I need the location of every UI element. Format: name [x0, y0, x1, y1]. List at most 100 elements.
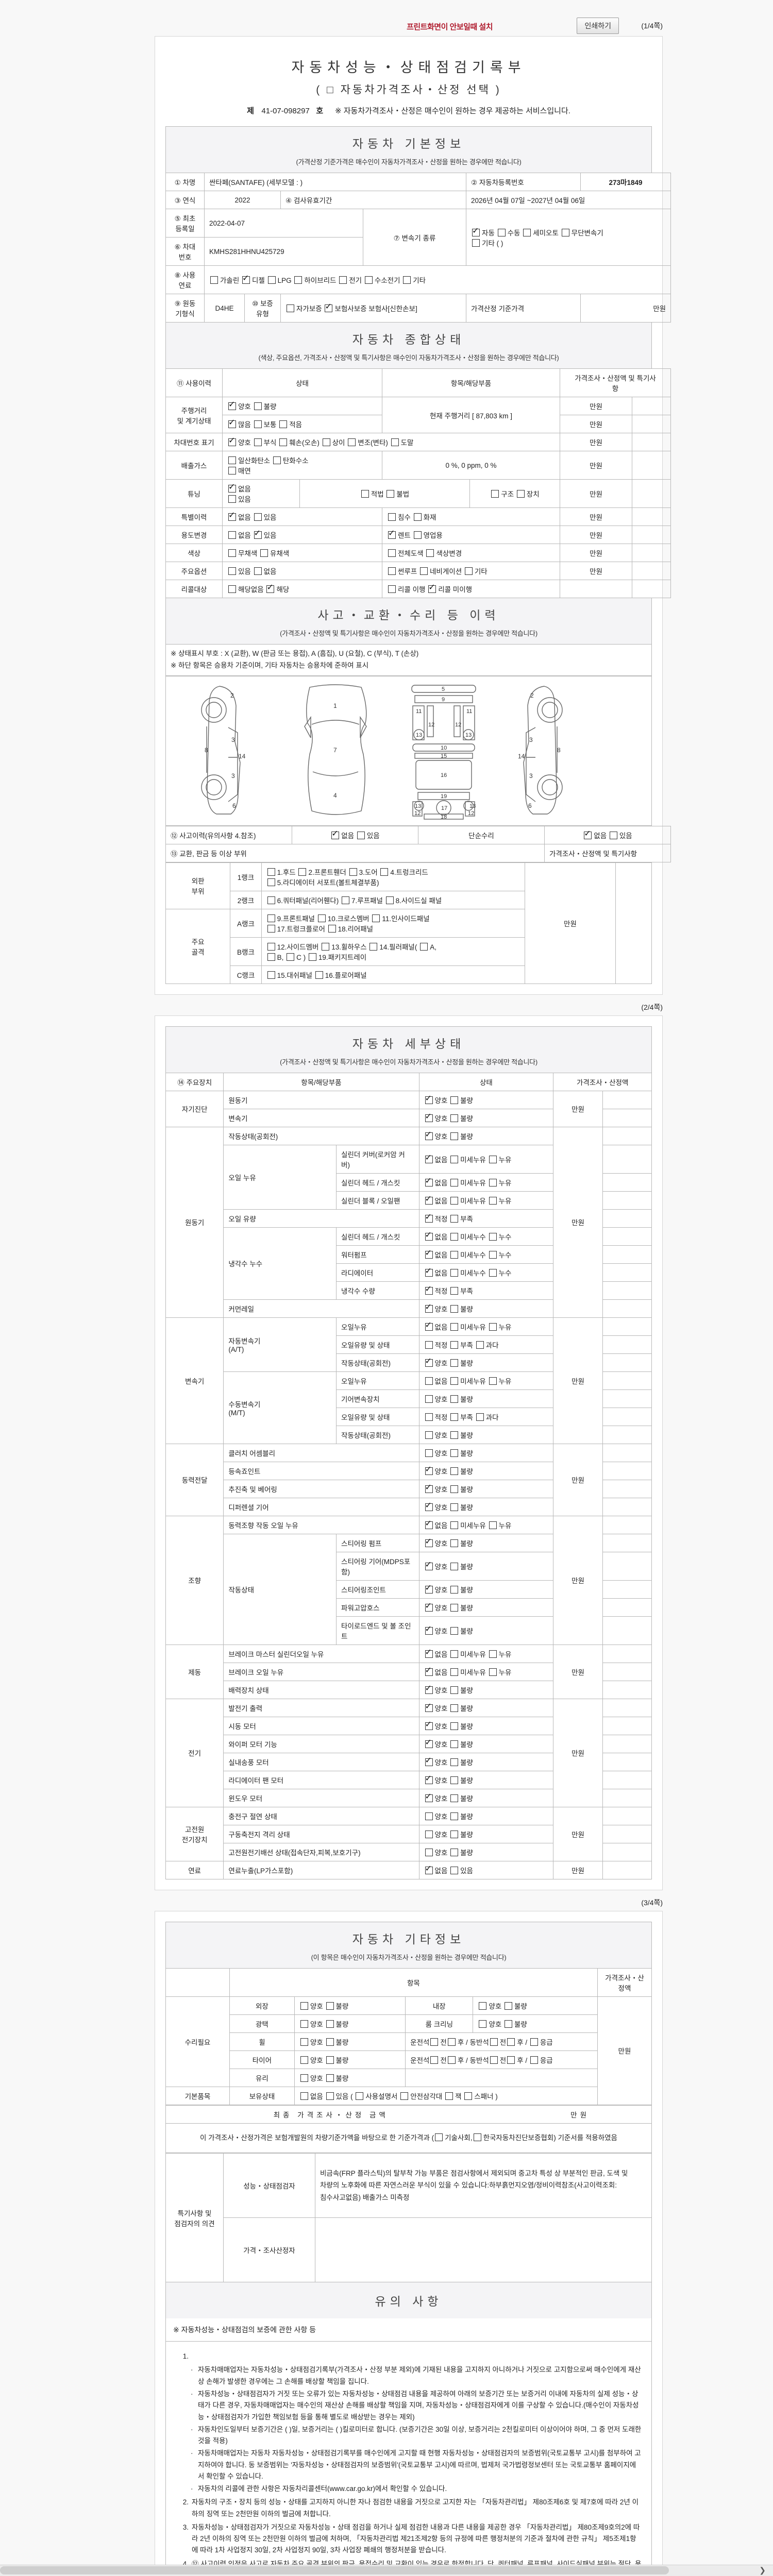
checkbox: [287, 953, 295, 961]
checkbox: [326, 2038, 334, 2046]
rank-price: 만원: [525, 862, 616, 984]
checkbox: [425, 1302, 433, 1313]
checkbox: [425, 1737, 433, 1748]
print-install-link[interactable]: 프린트화면이 안보일때 설치: [407, 23, 493, 31]
checkbox: [400, 2092, 409, 2100]
detail-extra: [602, 1353, 652, 1372]
checkbox: [254, 420, 262, 428]
table-row: 용도변경 없음 있음 렌트 영업용 만원: [165, 526, 671, 544]
doc-no: 41-07-098297: [261, 107, 310, 115]
checkbox: [425, 1248, 433, 1259]
checkbox: [228, 585, 236, 593]
table-row: 수리필요 외장 양호 불량 내장 양호 불량 만원: [165, 1996, 652, 2105]
detail-subitem: 작동상태(공회전): [336, 1353, 419, 1372]
detail-extra: [602, 1245, 652, 1264]
scroll-right-arrow-icon[interactable]: ❯: [759, 2566, 766, 2575]
checkbox: [425, 1230, 433, 1241]
checkbox: [490, 2038, 498, 2046]
checkbox: [450, 1268, 459, 1277]
checkbox: [450, 1178, 459, 1187]
detail-row: 워터펌프없음 미세누수 누수: [166, 1245, 652, 1264]
print-button[interactable]: 인쇄하기: [577, 18, 619, 34]
document-subtitle: ( □ 자동차가격조사・산정 선택 ): [316, 84, 501, 96]
detail-item: 발전기 출력: [223, 1698, 419, 1717]
checkbox: [210, 276, 218, 284]
checkbox: [450, 1521, 459, 1529]
detail-state: 양호 불량: [418, 1680, 554, 1699]
checkbox: [425, 1812, 433, 1820]
checkbox: [507, 2038, 515, 2046]
checkbox: [425, 1266, 433, 1277]
detail-price: 만원: [553, 1860, 603, 1879]
checkbox: [287, 304, 294, 312]
detail-state: 양호 불량: [418, 1551, 554, 1581]
checkbox: [425, 1647, 433, 1658]
checkbox: [450, 1286, 459, 1295]
detail-extra: [602, 1551, 652, 1581]
checkbox: [388, 585, 396, 593]
horizontal-scrollbar[interactable]: ❯: [0, 2565, 773, 2576]
svg-text:14: 14: [239, 753, 246, 760]
detail-state: 없음 미세누유 누유: [418, 1191, 554, 1210]
table-row: ① 차명 싼타페(SANTAFE) (세부모델 : ) ② 자동차등록번호 27…: [165, 173, 671, 191]
checkbox: [425, 1773, 433, 1784]
section-note: (가격조사・산정액 및 특기사항은 매수인이 자동차가격조사・산정을 원하는 경…: [280, 630, 537, 637]
checkbox: [450, 1686, 459, 1694]
checkbox: [254, 567, 262, 575]
svg-text:3: 3: [231, 736, 235, 743]
detail-row: 실내송풍 모터양호 불량: [166, 1752, 652, 1771]
checkbox: [413, 513, 422, 521]
detail-extra: [602, 1662, 652, 1681]
svg-text:18: 18: [441, 814, 447, 820]
detail-subitem: 실린더 블록 / 오일팬: [336, 1191, 419, 1210]
detail-price: 만원: [553, 1644, 603, 1699]
checkbox: [425, 1413, 433, 1421]
checkbox: [425, 1583, 433, 1594]
scrollbar-thumb[interactable]: [0, 2566, 669, 2574]
checkbox: [489, 1323, 497, 1331]
checkbox: [450, 1626, 459, 1635]
detail-extra: [602, 1209, 652, 1228]
table-row: 최종 가격조사・산정 금액 만원: [165, 2105, 652, 2124]
checkbox: [425, 1863, 433, 1874]
checkbox: [294, 276, 303, 284]
svg-text:12: 12: [414, 810, 421, 817]
checkbox: [300, 2020, 308, 2028]
rank-items: 15.대쉬패널 16.플로어패널: [261, 965, 526, 984]
checkbox: [445, 2092, 453, 2100]
checkbox: [425, 1111, 433, 1122]
svg-text:3: 3: [529, 772, 533, 779]
svg-text:15: 15: [441, 753, 447, 759]
checkbox: [473, 2133, 481, 2141]
notes-perf-head: ※ 자동차성능・상태점검의 보증에 관한 사항 등: [165, 2318, 652, 2342]
detail-state: 양호 불량: [418, 1443, 554, 1462]
detail-state: 적정 부족 과다: [418, 1335, 554, 1354]
rank-grade: B랭크: [230, 937, 262, 966]
checkbox: [584, 828, 592, 839]
overall-table: ⑪ 사용이력 상태 항목/해당부품 가격조사・산정액 및 특기사 항 주행거리 …: [165, 368, 671, 598]
detail-extra: [602, 1788, 652, 1807]
history-legend: ※ 상태표시 부호 : X (교환), W (판금 또는 용접), A (흠집)…: [165, 644, 652, 676]
rank-items: 12.사이드멤버 13.휠하우스 14.필러패널( A, B, C ) 19.패…: [261, 937, 526, 966]
svg-text:10: 10: [441, 745, 447, 751]
svg-text:13: 13: [469, 803, 476, 809]
detail-state: 양호 불량: [418, 1090, 554, 1109]
rank-items: 9.프론트패널 10.크로스멤버 11.인사이드패널 17.트렁크플로어 18.…: [261, 908, 526, 938]
detail-extra: [602, 1616, 652, 1645]
detail-state: 없음 미세누유 누유: [418, 1317, 554, 1336]
checkbox: [450, 1485, 459, 1493]
svg-text:8: 8: [205, 747, 208, 754]
detail-item: 충전구 절연 상태: [223, 1806, 419, 1825]
table-header-row: ⑪ 사용이력 상태 항목/해당부품 가격조사・산정액 및 특기사 항: [165, 368, 671, 397]
detail-item: 연료누출(LP가스포함): [223, 1860, 419, 1879]
rank-items: 1.후드 2.프론트휀더 3.도어 4.트렁크리드 5.라디에이터 서포트(볼트…: [261, 862, 526, 891]
checkbox: [489, 1650, 497, 1658]
detail-item: 구동축전지 격리 상태: [223, 1824, 419, 1843]
checkbox: [450, 1562, 459, 1570]
detail-state: 양호 불량: [418, 1788, 554, 1807]
checkbox: [472, 226, 480, 236]
detail-price: 만원: [553, 1515, 603, 1645]
checkbox: [341, 896, 349, 904]
